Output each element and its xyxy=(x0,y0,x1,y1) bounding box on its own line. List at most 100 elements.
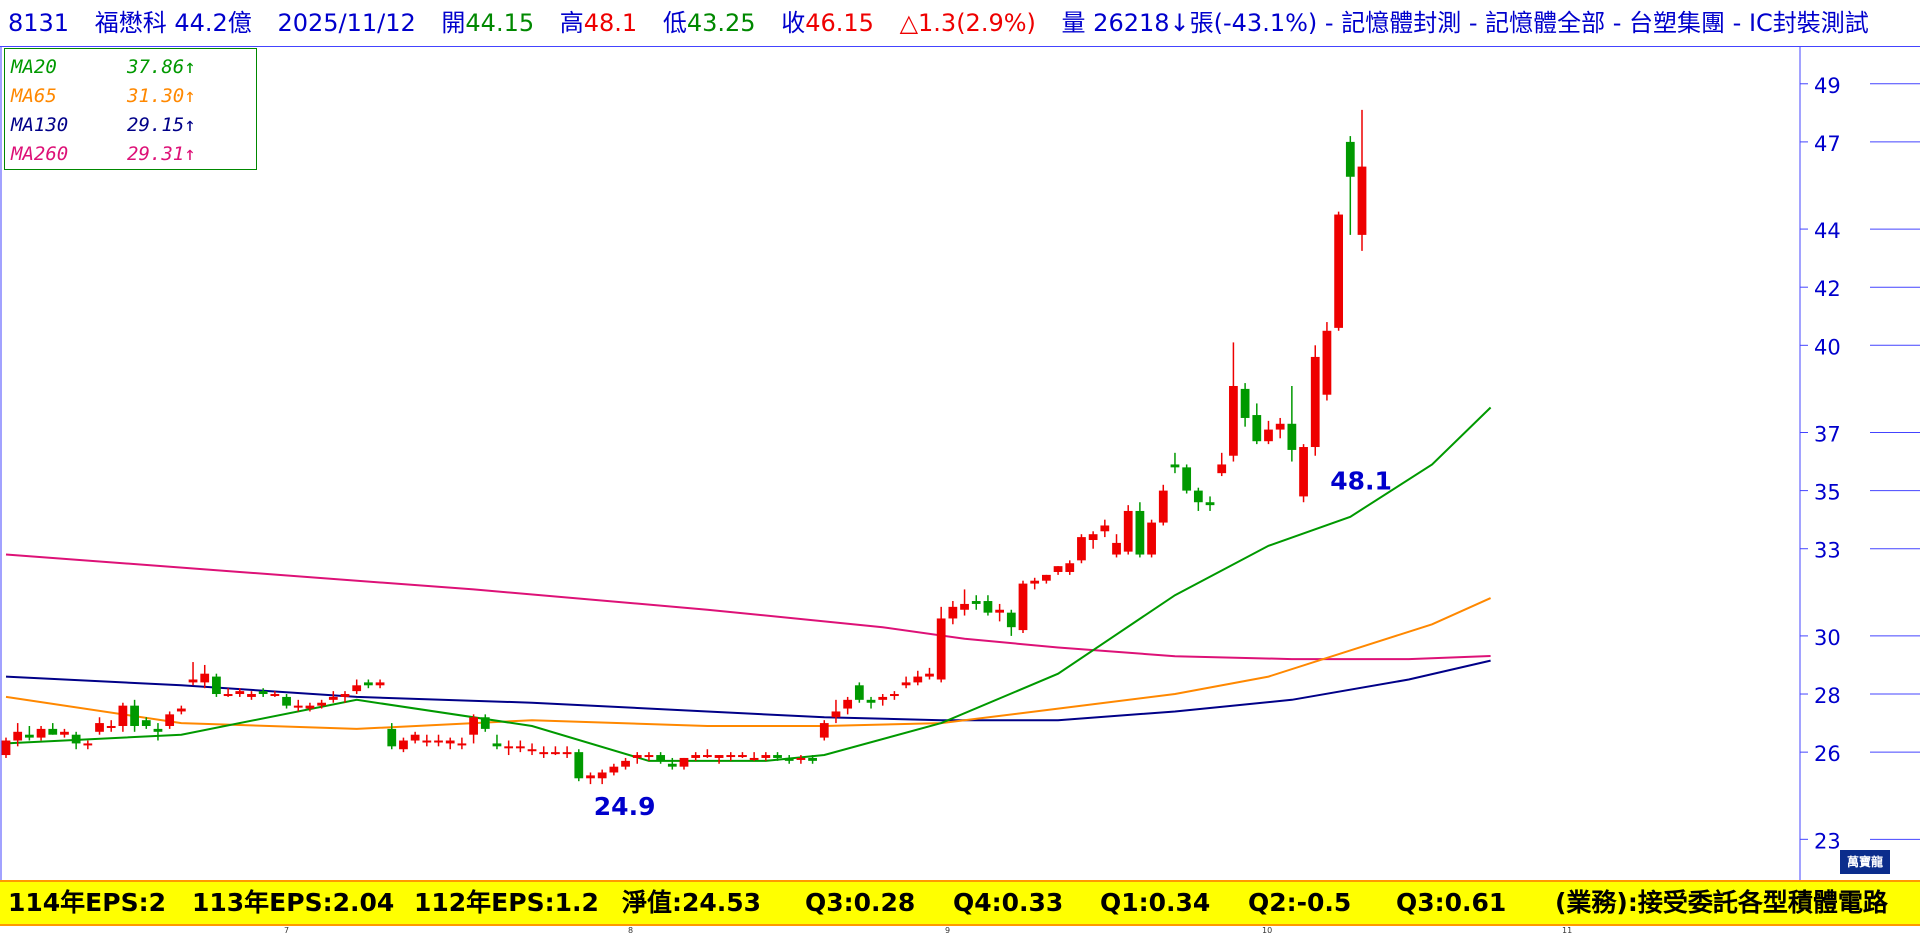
candle-body xyxy=(223,694,233,697)
candle-body xyxy=(1357,166,1367,235)
quarter-eps-q1: Q1:0.34 xyxy=(1100,888,1211,917)
candle-body xyxy=(1275,423,1285,430)
candle-body xyxy=(445,740,455,744)
candle-body xyxy=(118,705,128,726)
candle-body xyxy=(621,760,630,767)
ma260-line xyxy=(5,553,1491,661)
ma65-line xyxy=(5,597,1492,730)
chart-area[interactable]: 23 26 28 30 33 35 37 40 42 44 47 49 48.1 24.9 xyxy=(0,46,1920,882)
candle-body xyxy=(434,740,443,743)
candle-body xyxy=(761,755,771,758)
candle-body xyxy=(106,725,116,728)
legend-ma260: MA260 29.31↑ xyxy=(5,140,256,169)
candle-body xyxy=(983,601,993,613)
y-tick-label: 28 xyxy=(1814,684,1841,708)
candle-body xyxy=(375,682,385,686)
legend-ma260-name: MA260 xyxy=(11,143,69,165)
month-label: 11 xyxy=(1562,926,1573,935)
candle-body xyxy=(1123,510,1133,552)
candle-body xyxy=(784,757,794,761)
candle-body xyxy=(48,728,58,735)
candle-body xyxy=(387,728,397,747)
eps-112: 112年EPS:1.2 xyxy=(414,888,599,917)
y-tick-label: 33 xyxy=(1814,539,1841,563)
candle-body xyxy=(936,618,946,680)
candle-body xyxy=(200,673,210,683)
candle-body xyxy=(971,601,981,604)
candle-body xyxy=(1240,388,1250,418)
candle-body xyxy=(83,743,93,746)
candle-body xyxy=(1264,429,1273,442)
candle-body xyxy=(1310,356,1320,448)
y-tick-label: 40 xyxy=(1814,335,1841,359)
candle-body xyxy=(1088,534,1098,541)
legend-ma130: MA130 29.15↑ xyxy=(5,111,256,140)
candlestick-chart[interactable]: 23 26 28 30 33 35 37 40 42 44 47 49 48.1 24.9 xyxy=(0,46,1920,882)
candle-body xyxy=(13,731,23,741)
candle-body xyxy=(153,728,163,732)
candle-body xyxy=(597,772,607,779)
candle-body xyxy=(691,755,701,758)
candle-body xyxy=(667,763,677,767)
candle-body xyxy=(644,755,654,758)
candle-body xyxy=(305,705,315,709)
candle-body xyxy=(1147,522,1156,555)
candle-body xyxy=(1229,385,1238,456)
candle-body xyxy=(1077,537,1086,561)
legend-ma130-name: MA130 xyxy=(11,114,69,136)
candle-body xyxy=(317,702,327,706)
candle-body xyxy=(539,752,549,755)
candle-body xyxy=(293,705,303,708)
low-label: 低 xyxy=(662,9,687,37)
candle-body xyxy=(890,694,899,697)
high-label: 高 xyxy=(559,9,584,37)
candle-body xyxy=(1,740,11,756)
candle-body xyxy=(1182,467,1192,491)
candle-body xyxy=(270,694,280,697)
y-tick-label: 47 xyxy=(1814,132,1841,156)
candle-body xyxy=(24,734,34,738)
candle-body xyxy=(399,740,408,750)
candle-body xyxy=(1205,502,1215,506)
candle-body xyxy=(141,720,151,726)
candle-body xyxy=(527,749,537,752)
month-label: 9 xyxy=(945,926,951,935)
candle-body xyxy=(714,755,724,758)
candle-body xyxy=(410,734,420,741)
candle-body xyxy=(586,775,595,779)
quarter-eps-q3-prev: Q3:0.28 xyxy=(805,888,916,917)
candle-body xyxy=(1053,566,1063,572)
candle-body xyxy=(1193,490,1203,503)
quarter-eps-q3: Q3:0.61 xyxy=(1396,888,1507,917)
month-axis: 7 8 9 10 11 xyxy=(0,926,1920,938)
net-value: 淨值:24.53 xyxy=(622,888,762,917)
y-tick-label: 37 xyxy=(1814,422,1841,446)
candle-body xyxy=(854,685,864,700)
candle-body xyxy=(422,740,432,743)
price-annotation: 48.1 xyxy=(1330,467,1392,496)
legend-ma20: MA20 37.86↑ xyxy=(5,53,256,82)
legend-ma65: MA65 31.30↑ xyxy=(5,82,256,111)
candle-body xyxy=(1345,141,1355,177)
candle-body xyxy=(1334,214,1344,328)
candle-body xyxy=(808,757,817,761)
candle-body xyxy=(130,705,139,726)
candle-body xyxy=(960,603,969,610)
candle-body xyxy=(925,673,934,677)
candle-body xyxy=(515,746,525,749)
candle-body xyxy=(726,755,736,758)
ma20-line xyxy=(5,406,1492,762)
open-value: 44.15 xyxy=(465,9,535,37)
candle-body xyxy=(1112,542,1121,555)
candle-body xyxy=(948,606,958,619)
candle-body xyxy=(480,717,490,729)
price-change: △1.3(2.9%) xyxy=(899,9,1036,37)
candle-body xyxy=(165,714,175,726)
candle-body xyxy=(469,717,478,735)
candle-body xyxy=(340,694,350,697)
candle-body xyxy=(492,743,502,747)
candle-body xyxy=(188,679,198,683)
y-tick-label: 42 xyxy=(1814,277,1841,301)
legend-ma20-value: 37.86↑ xyxy=(127,56,196,78)
candle-body xyxy=(1217,464,1227,474)
